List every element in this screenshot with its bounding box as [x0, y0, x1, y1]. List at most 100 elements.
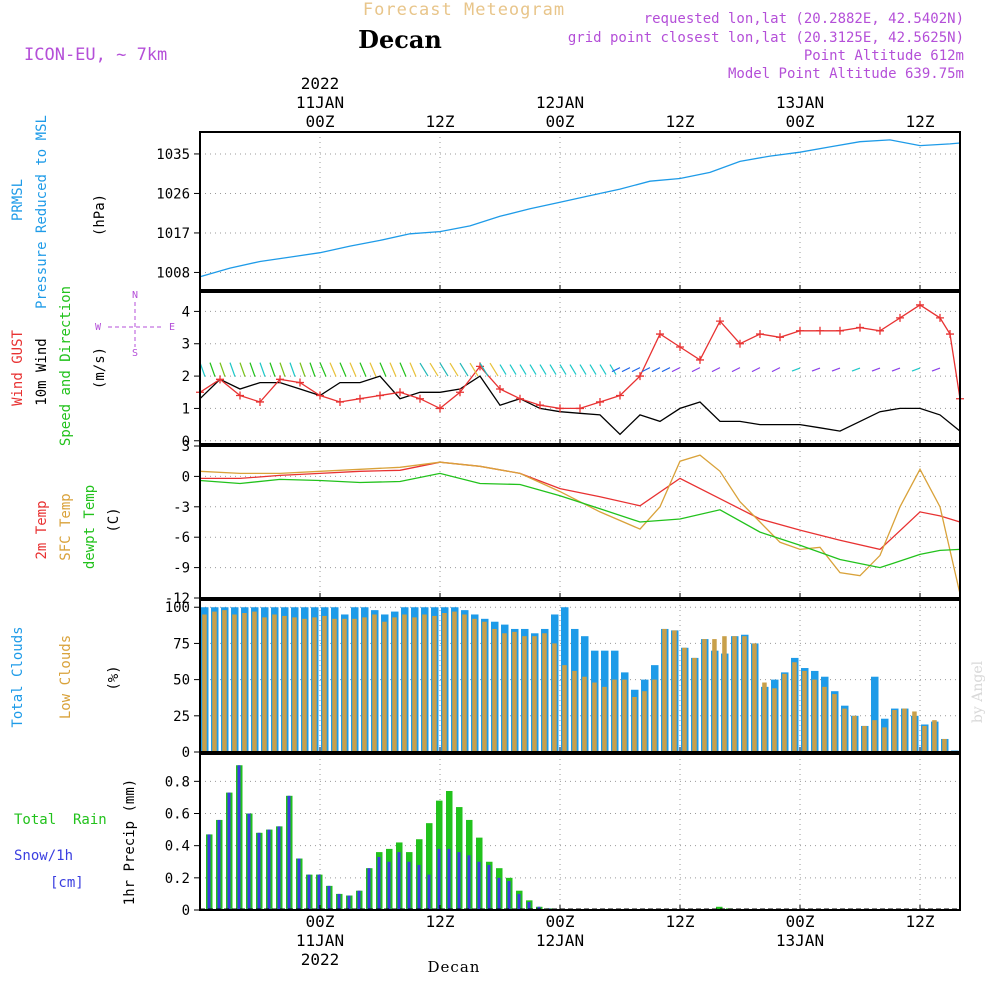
y-tick-label: 0.4: [165, 839, 190, 855]
gust-marker: [316, 391, 324, 400]
low-clouds-bar: [622, 679, 627, 752]
low-clouds-bar: [882, 727, 887, 752]
snow-bar: [217, 819, 221, 910]
low-clouds-bar: [492, 628, 497, 752]
clouds-panel: 0 25 50 75 100: [165, 599, 961, 761]
time-label: 13JAN: [776, 93, 824, 112]
y-tick-label: 1017: [156, 226, 190, 242]
time-label: 12JAN: [536, 93, 584, 112]
panel-bg: [200, 292, 960, 444]
rain-bar: [426, 823, 433, 910]
wind-direction-arrow: [621, 367, 631, 373]
gust-marker: [876, 326, 884, 335]
low-clouds-bar: [282, 615, 287, 752]
wind-direction-arrow: [559, 364, 567, 375]
gust-marker: [556, 404, 564, 413]
gust-marker: [496, 385, 504, 394]
gust-marker: [896, 313, 904, 322]
time-label: 12Z: [906, 112, 935, 131]
precip-labels: Total Rain Snow/1h [cm] 1hr Precip (mm): [14, 779, 138, 905]
low-clouds-bar: [432, 615, 437, 752]
low-clouds-bar: [912, 711, 917, 752]
wind-direction-arrow: [489, 362, 499, 377]
y-tick-label: 0: [182, 434, 190, 450]
gust-marker: [736, 339, 744, 348]
prmsl-desc-label: Pressure Reduced to MSL: [34, 115, 50, 309]
wind-direction-arrow: [851, 367, 861, 372]
temp2m-label: 2m Temp: [34, 500, 50, 559]
wind-direction-arrow: [599, 364, 607, 375]
wind-direction-arrow: [259, 362, 266, 377]
low-clouds-bar: [502, 633, 507, 752]
snow-bar: [407, 861, 411, 910]
requested-coords: requested lon,lat (20.2882E, 42.5402N): [644, 11, 964, 27]
gust-marker: [256, 397, 264, 406]
wind-direction-arrow: [891, 367, 901, 372]
low-clouds-bar: [732, 636, 737, 752]
snow-bar: [487, 864, 491, 910]
low-clouds-bar: [352, 618, 357, 752]
low-clouds-bar: [472, 618, 477, 752]
low-clouds-bar: [832, 694, 837, 752]
wind-direction-arrow: [549, 364, 557, 375]
temp-labels: 2m Temp SFC Temp dewpt Temp (C): [34, 485, 122, 569]
panel-border: [199, 445, 961, 599]
wind-direction-arrow: [449, 362, 459, 377]
gust-marker: [816, 326, 824, 335]
wind-direction-arrow: [661, 367, 671, 373]
gust-marker: [656, 330, 664, 339]
wind-direction-arrow: [339, 362, 347, 377]
wind-direction-arrow: [309, 362, 316, 377]
pressure-labels: PRMSL Pressure Reduced to MSL (hPa): [10, 115, 108, 309]
wind-dir-label: Speed and Direction: [58, 286, 74, 446]
low-clouds-bar: [542, 633, 547, 752]
y-tick-label: 75: [173, 636, 190, 652]
time-label: 00Z: [306, 112, 335, 131]
low-clouds-bar: [692, 657, 697, 752]
low-clouds-bar: [782, 673, 787, 752]
wind-labels: Wind GUST 10m Wind Speed and Direction (…: [10, 286, 175, 446]
model-altitude: Model Point Altitude 639.75m: [728, 66, 964, 82]
location-title: Decan: [358, 25, 442, 54]
snow-bar: [207, 834, 211, 910]
wind-direction-arrow: [409, 362, 417, 377]
y-tick-label: 50: [173, 673, 190, 689]
wind-direction-arrow: [529, 364, 537, 375]
low-clouds-bar: [792, 662, 797, 752]
snow-bar: [527, 901, 531, 910]
compass-rose: N S E W: [95, 290, 175, 359]
compass-north: N: [132, 290, 138, 301]
pressure-unit: (hPa): [92, 194, 108, 236]
low-clouds-bar: [592, 682, 597, 752]
prmsl-line: [199, 139, 961, 278]
snow-bar: [307, 874, 311, 910]
snow-bar: [517, 893, 521, 910]
wind-direction-arrow: [519, 364, 527, 375]
wind-direction-arrow: [911, 367, 921, 372]
wind-direction-arrow: [771, 367, 781, 373]
low-clouds-bar: [322, 615, 327, 752]
pressure-panel: 1008 1017 1026 1035: [156, 131, 961, 291]
gust-marker: [696, 355, 704, 364]
low-clouds-bar: [462, 614, 467, 752]
gust-marker: [536, 401, 544, 410]
wind-direction-arrow: [731, 367, 741, 373]
low-clouds-bar: [512, 631, 517, 752]
wind-direction-arrow: [791, 367, 801, 372]
compass-west: W: [95, 322, 102, 333]
low-clouds-bar: [292, 617, 297, 752]
total-clouds-bar: [871, 676, 879, 752]
gust-marker: [336, 397, 344, 406]
wind-direction-arrow: [509, 364, 517, 375]
snow-bar: [327, 885, 331, 910]
grid-point-coords: grid point closest lon,lat (20.3125E, 42…: [568, 30, 964, 46]
gust-marker: [946, 330, 954, 339]
model-name: ICON-EU, ~ 7km: [24, 45, 167, 65]
time-label: 00Z: [546, 112, 575, 131]
snow-bar: [367, 868, 371, 910]
wind-direction-arrow: [751, 367, 761, 373]
product-title: Forecast Meteogram: [363, 0, 565, 20]
y-tick-label: -12: [165, 591, 190, 607]
y-tick-label: 25: [173, 709, 190, 725]
